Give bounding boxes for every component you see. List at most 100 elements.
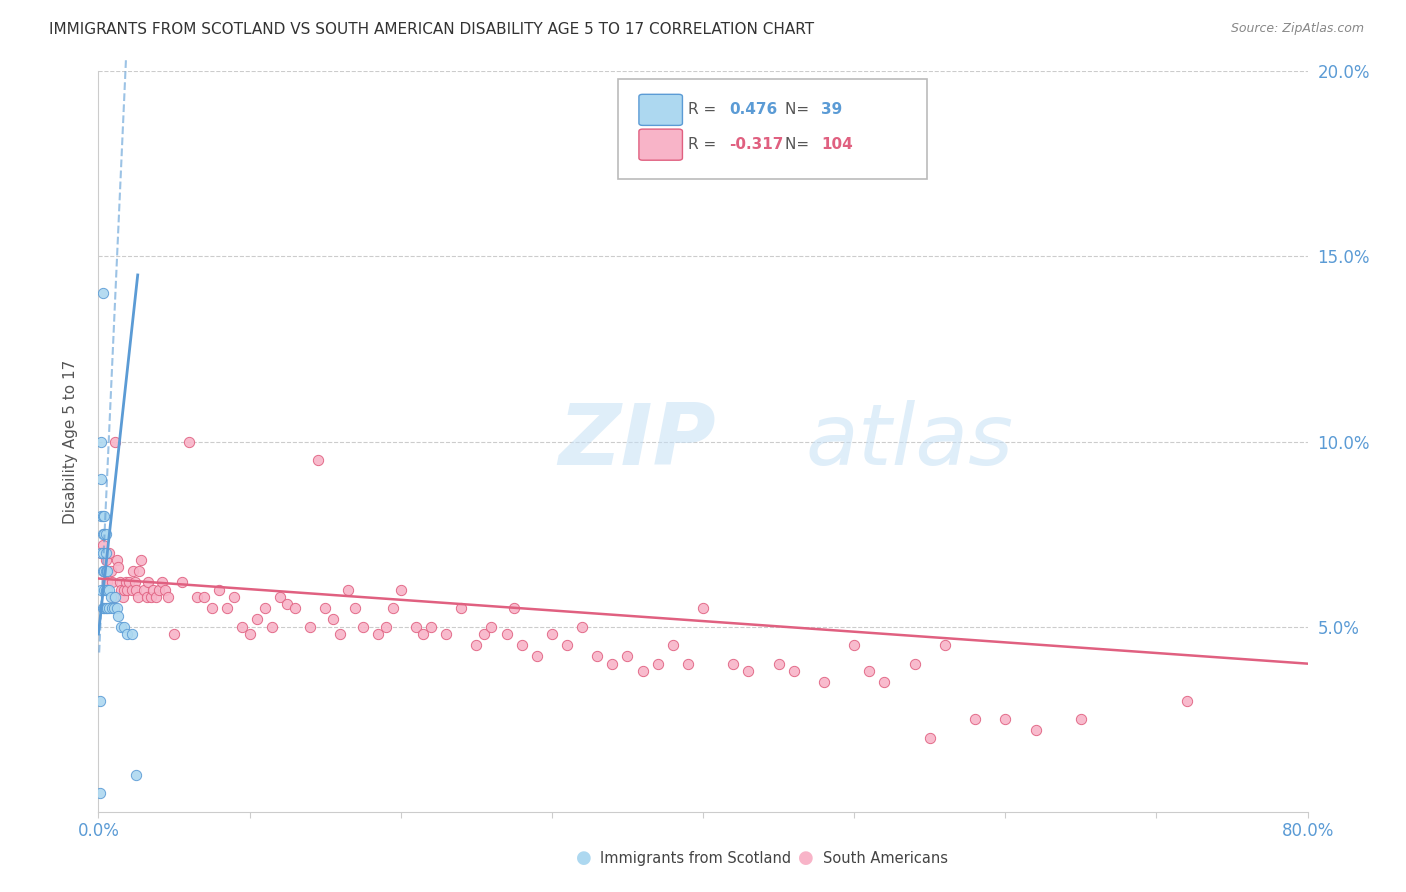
Point xyxy=(150,575,173,590)
Point xyxy=(215,601,238,615)
Point xyxy=(104,590,127,604)
Point xyxy=(107,560,129,574)
Point xyxy=(156,590,179,604)
Point xyxy=(193,590,215,604)
Point xyxy=(91,545,114,560)
Point xyxy=(692,601,714,615)
Point xyxy=(90,545,112,560)
Point xyxy=(224,590,246,604)
Text: 0.476: 0.476 xyxy=(730,103,778,118)
Point xyxy=(768,657,790,671)
Point xyxy=(586,649,609,664)
Point xyxy=(90,508,112,523)
Point xyxy=(103,590,125,604)
Point xyxy=(100,564,122,578)
Point xyxy=(118,575,141,590)
Point xyxy=(299,619,322,633)
Point xyxy=(965,712,987,726)
Point xyxy=(90,582,112,597)
Y-axis label: Disability Age 5 to 17: Disability Age 5 to 17 xyxy=(63,359,77,524)
Point xyxy=(661,638,683,652)
Point xyxy=(253,601,276,615)
Point xyxy=(101,575,124,590)
Point xyxy=(114,575,136,590)
Text: IMMIGRANTS FROM SCOTLAND VS SOUTH AMERICAN DISABILITY AGE 5 TO 17 CORRELATION CH: IMMIGRANTS FROM SCOTLAND VS SOUTH AMERIC… xyxy=(49,22,814,37)
Point xyxy=(540,627,562,641)
Point xyxy=(121,627,143,641)
Point xyxy=(91,564,114,578)
Text: atlas: atlas xyxy=(806,400,1014,483)
Point xyxy=(307,453,329,467)
Text: ●: ● xyxy=(575,849,592,867)
Point xyxy=(647,657,669,671)
Point xyxy=(93,527,115,541)
Text: 39: 39 xyxy=(821,103,842,118)
Point xyxy=(112,582,135,597)
Point xyxy=(96,601,118,615)
Point xyxy=(526,649,548,664)
Point xyxy=(103,601,125,615)
Point xyxy=(503,601,526,615)
FancyBboxPatch shape xyxy=(638,95,682,126)
Point xyxy=(344,601,367,615)
Point xyxy=(96,582,118,597)
Point xyxy=(412,627,434,641)
Text: Immigrants from Scotland: Immigrants from Scotland xyxy=(600,851,792,865)
Point xyxy=(873,675,896,690)
Point xyxy=(98,582,121,597)
Point xyxy=(813,675,835,690)
Point xyxy=(434,627,457,641)
Point xyxy=(186,590,208,604)
Point xyxy=(284,601,307,615)
Point xyxy=(904,657,927,671)
Point xyxy=(465,638,488,652)
Point xyxy=(89,786,111,800)
Point xyxy=(420,619,443,633)
Text: -0.317: -0.317 xyxy=(730,137,785,153)
Text: N=: N= xyxy=(785,103,814,118)
Point xyxy=(201,601,224,615)
Point xyxy=(93,564,115,578)
Point xyxy=(208,582,231,597)
Point xyxy=(90,472,112,486)
Point xyxy=(269,590,291,604)
Point xyxy=(262,619,284,633)
Point xyxy=(276,598,298,612)
Point xyxy=(329,627,352,641)
Point xyxy=(322,612,344,626)
Point xyxy=(148,582,170,597)
Point xyxy=(231,619,253,633)
Point xyxy=(98,601,121,615)
Point xyxy=(110,619,132,633)
Point xyxy=(246,612,269,626)
Point xyxy=(179,434,201,449)
Point xyxy=(110,582,132,597)
Point xyxy=(94,582,117,597)
Point xyxy=(153,582,176,597)
Point xyxy=(132,582,155,597)
Point xyxy=(389,582,412,597)
Point xyxy=(115,627,138,641)
Point xyxy=(115,582,138,597)
Point xyxy=(91,601,114,615)
Point xyxy=(96,575,118,590)
Point xyxy=(100,590,122,604)
Point xyxy=(374,619,396,633)
Point xyxy=(112,619,135,633)
Point xyxy=(510,638,533,652)
Point xyxy=(737,664,759,678)
Point xyxy=(136,575,159,590)
Point xyxy=(723,657,745,671)
Point xyxy=(94,545,117,560)
Point xyxy=(93,508,115,523)
Point xyxy=(91,527,114,541)
Point xyxy=(555,638,578,652)
Point xyxy=(163,627,186,641)
FancyBboxPatch shape xyxy=(638,129,682,161)
Point xyxy=(108,575,131,590)
Point xyxy=(90,545,112,560)
Point xyxy=(94,553,117,567)
Point xyxy=(93,582,115,597)
Point xyxy=(1070,712,1092,726)
Point xyxy=(481,619,503,633)
